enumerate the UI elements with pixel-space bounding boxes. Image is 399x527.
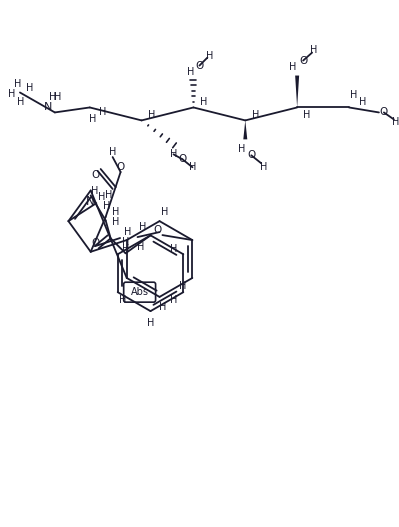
Text: O: O [178, 154, 187, 164]
Text: H: H [112, 207, 119, 217]
Text: H: H [14, 79, 22, 89]
Text: Abs: Abs [130, 287, 149, 297]
Text: H: H [170, 149, 177, 159]
Text: H: H [98, 192, 105, 202]
Text: H: H [119, 295, 126, 305]
Text: H: H [252, 111, 259, 121]
Text: O: O [91, 170, 100, 180]
Text: H: H [99, 108, 107, 118]
Text: H: H [200, 97, 207, 108]
Text: H: H [89, 114, 97, 124]
Text: H: H [137, 242, 144, 252]
Text: H: H [179, 281, 186, 291]
Text: H: H [91, 186, 98, 196]
Text: O: O [380, 108, 388, 118]
Text: O: O [299, 55, 307, 65]
Text: H: H [303, 111, 311, 121]
Text: O: O [195, 61, 203, 71]
Text: H: H [49, 92, 57, 102]
Text: H: H [122, 245, 129, 255]
Text: H: H [105, 190, 112, 200]
Text: H: H [170, 295, 177, 305]
Text: H: H [350, 91, 358, 101]
Text: H: H [139, 222, 146, 232]
Text: O: O [91, 238, 100, 248]
Text: O: O [117, 162, 125, 172]
Text: H: H [289, 62, 297, 72]
Text: H: H [189, 162, 196, 172]
Text: H: H [54, 92, 61, 102]
FancyBboxPatch shape [124, 282, 156, 302]
Text: H: H [260, 162, 267, 172]
Polygon shape [295, 75, 299, 108]
Text: H: H [8, 90, 16, 100]
Text: H: H [109, 147, 117, 157]
Text: H: H [161, 207, 168, 217]
Text: H: H [148, 111, 155, 121]
Text: H: H [187, 66, 194, 76]
Text: H: H [310, 45, 318, 55]
Text: H: H [392, 118, 399, 128]
Text: N: N [43, 102, 52, 112]
Text: H: H [122, 237, 129, 247]
Text: O: O [153, 225, 162, 235]
Text: H: H [159, 302, 166, 312]
Text: H: H [112, 217, 119, 227]
Text: H: H [124, 227, 131, 237]
Polygon shape [243, 120, 247, 139]
Text: H: H [26, 83, 34, 93]
Text: O: O [247, 150, 255, 160]
Text: H: H [359, 97, 367, 108]
Text: H: H [206, 51, 213, 61]
Text: N: N [86, 196, 95, 209]
Text: H: H [103, 201, 110, 211]
Text: H: H [17, 97, 25, 108]
Text: H: H [170, 245, 177, 255]
Text: H: H [147, 318, 154, 328]
Text: H: H [238, 144, 245, 154]
